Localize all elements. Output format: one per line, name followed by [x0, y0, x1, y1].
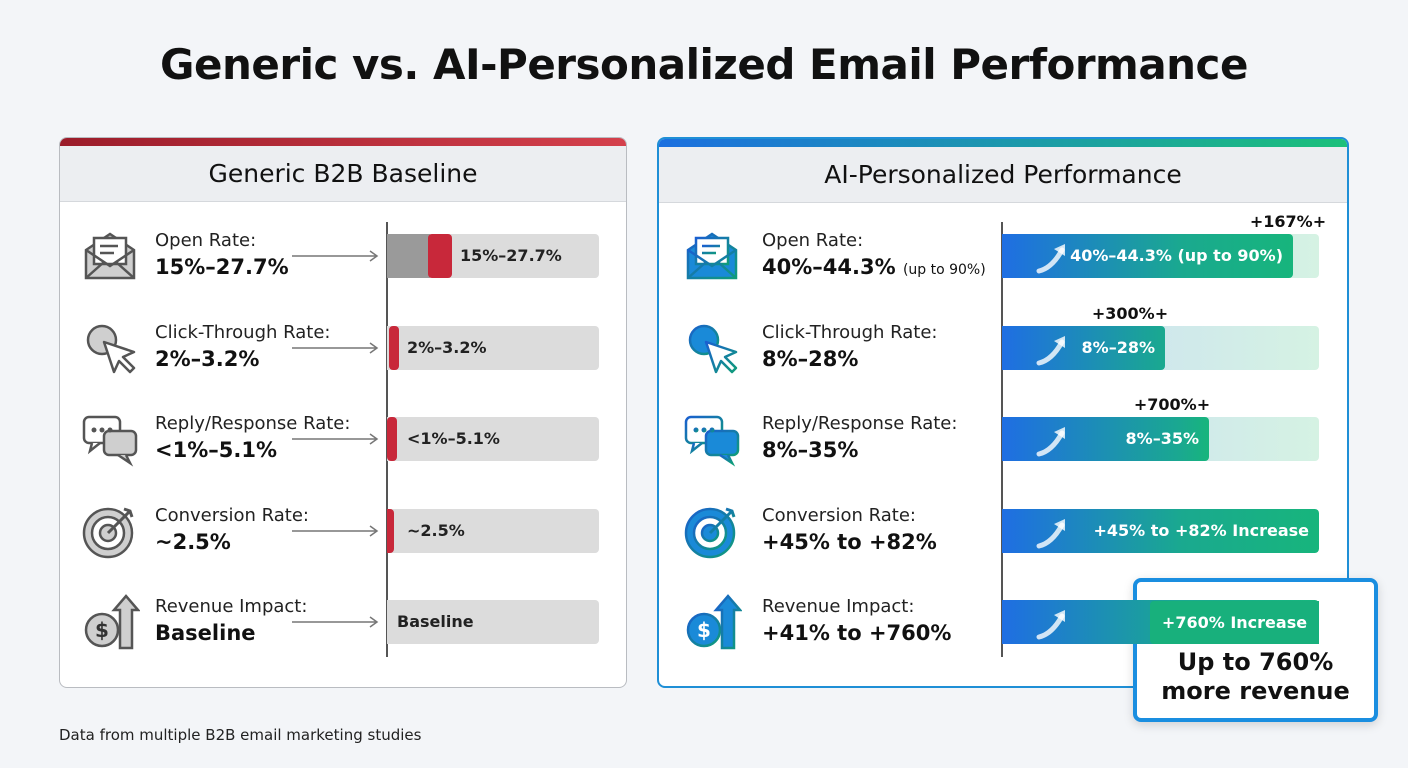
- metric-label: Reply/Response Rate:: [762, 413, 958, 434]
- arrow: [292, 248, 382, 264]
- bar-track: +45% to +82% Increase: [1002, 508, 1319, 553]
- metric-label: Open Rate:: [762, 230, 864, 251]
- metric-value: 2%–3.2%: [155, 347, 259, 371]
- bar-fill: +45% to +82% Increase: [1002, 508, 1319, 553]
- panel-title: AI-Personalized Performance: [659, 147, 1347, 203]
- metric-label: Conversion Rate:: [762, 504, 916, 526]
- growth-arrow: [1036, 423, 1070, 457]
- value-text: 8%–28%: [762, 346, 859, 371]
- icon: [80, 501, 140, 561]
- value-text: 15%–27.7%: [155, 255, 289, 279]
- bar-label: 8%–35%: [1125, 429, 1199, 448]
- callout-text: Up to 760%: [1177, 648, 1334, 676]
- bar-marker: [389, 325, 399, 370]
- bar-fill: 40%–44.3% (up to 90%): [1002, 234, 1293, 278]
- value-text: +41% to +760%: [762, 621, 952, 645]
- svg-text:$: $: [697, 618, 711, 642]
- divider: [386, 222, 388, 657]
- growth-label: +700%+: [1133, 395, 1211, 414]
- bar-fill: 8%–28%: [1002, 325, 1165, 370]
- metric-label: Reply/Response Rate:: [155, 413, 351, 434]
- metric-label: Conversion Rate:: [155, 504, 309, 526]
- icon: [80, 226, 140, 286]
- icon: [80, 409, 140, 469]
- divider: [1001, 222, 1003, 657]
- panel-strip: [60, 138, 626, 146]
- value-text: 2%–3.2%: [155, 346, 260, 371]
- growth-arrow: [1036, 332, 1070, 366]
- bar-track: Baseline: [387, 600, 599, 644]
- growth-arrow: [1036, 240, 1070, 274]
- arrow: [292, 614, 382, 630]
- icon: $: [682, 592, 743, 652]
- value-note: (up to 90%): [902, 262, 986, 278]
- bar-track: 15%–27.7%: [387, 234, 599, 278]
- icon: [682, 501, 742, 561]
- generic-panel: Generic B2B Baseline: [59, 137, 627, 688]
- metric-label: Open Rate:: [155, 230, 257, 251]
- icon: $: [80, 592, 141, 652]
- page-title: Generic vs. AI-Personalized Email Perfor…: [160, 40, 1248, 89]
- panel-strip: [659, 139, 1347, 147]
- growth-arrow: [1036, 606, 1070, 640]
- icon: [682, 409, 742, 469]
- metric-value: Baseline: [155, 621, 256, 645]
- icon: [682, 318, 742, 378]
- bar-track: <1%–5.1%: [387, 417, 599, 461]
- callout-text: more revenue: [1161, 677, 1350, 705]
- bar-fill: 8%–35%: [1002, 417, 1209, 461]
- bar-track: 8%–35%: [1002, 417, 1319, 461]
- bar-track: 2%–3.2%: [387, 325, 599, 370]
- bar-track: ~2.5%: [387, 508, 599, 553]
- metric-label: Click-Through Rate:: [762, 321, 938, 343]
- panel-title: Generic B2B Baseline: [60, 146, 626, 202]
- svg-text:$: $: [95, 618, 109, 642]
- icon: [682, 226, 742, 286]
- metric-value: 8%–35%: [762, 438, 858, 462]
- bar-track: 8%–28%: [1002, 325, 1319, 370]
- bar-fill: [387, 234, 430, 278]
- bar-label: +45% to +82% Increase: [1093, 520, 1310, 540]
- arrow: [292, 523, 382, 539]
- metric-value: +41% to +760%: [762, 621, 951, 645]
- value-text: 8%–35%: [762, 438, 859, 462]
- growth-arrow: [1036, 515, 1070, 549]
- bar-marker: [387, 417, 397, 461]
- growth-label: +300%+: [1091, 303, 1169, 323]
- bar-track: 40%–44.3% (up to 90%): [1002, 234, 1319, 278]
- value-text: Baseline: [155, 621, 256, 645]
- metric-label: Click-Through Rate:: [155, 321, 331, 343]
- metric-label: Revenue Impact:: [155, 596, 308, 617]
- arrow: [292, 340, 382, 356]
- metric-value: +45% to +82%: [762, 530, 937, 554]
- value-text: <1%–5.1%: [155, 438, 277, 462]
- bar-label: +760% Increase: [1150, 601, 1319, 644]
- bar-label: 2%–3.2%: [407, 337, 487, 357]
- metric-label: Revenue Impact:: [762, 596, 915, 617]
- metric-value: 15%–27.7%: [155, 255, 289, 279]
- metric-value: 40%–44.3% (up to 90%): [762, 255, 986, 279]
- metric-value: 8%–28%: [762, 347, 858, 371]
- bar-label: Baseline: [397, 612, 474, 631]
- metric-value: ~2.5%: [155, 530, 231, 554]
- bar-marker: [387, 508, 394, 553]
- icon: [80, 318, 140, 378]
- bar-label: <1%–5.1%: [407, 429, 500, 448]
- value-text: 40%–44.3%: [762, 255, 896, 279]
- value-text: +45% to +82%: [762, 529, 937, 554]
- bar-label: 15%–27.7%: [460, 246, 562, 265]
- bar-label: 8%–28%: [1081, 337, 1155, 357]
- bar-label: 40%–44.3% (up to 90%): [1070, 246, 1283, 265]
- growth-label: +167%+: [1249, 212, 1327, 231]
- footnote: Data from multiple B2B email marketing s…: [59, 726, 422, 744]
- arrow: [292, 431, 382, 447]
- value-text: ~2.5%: [155, 529, 231, 554]
- bar-marker: [428, 234, 452, 278]
- bar-label: ~2.5%: [407, 520, 465, 540]
- metric-value: <1%–5.1%: [155, 438, 277, 462]
